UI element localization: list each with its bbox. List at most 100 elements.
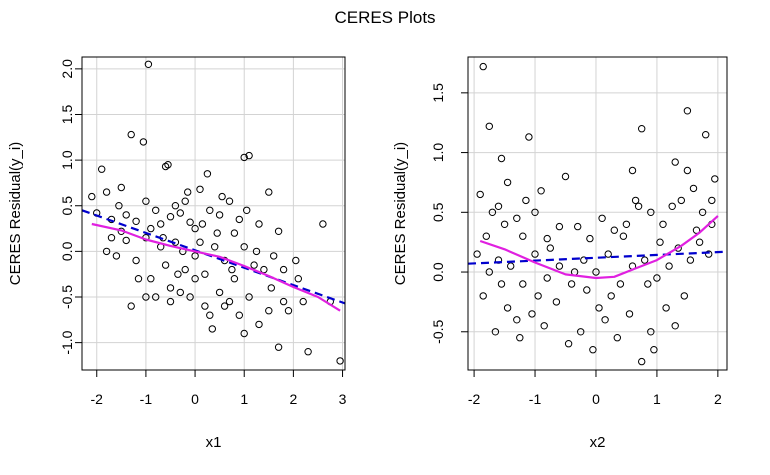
- data-point: [218, 192, 226, 201]
- data-point: [127, 130, 135, 139]
- data-point: [255, 320, 263, 329]
- data-point: [507, 262, 515, 270]
- data-point: [201, 302, 209, 310]
- data-point: [668, 202, 676, 211]
- data-point: [220, 302, 229, 310]
- data-point: [265, 307, 273, 315]
- data-point: [616, 280, 625, 288]
- data-point: [555, 262, 564, 270]
- data-point: [152, 206, 160, 215]
- data-point: [181, 265, 189, 274]
- data-point: [206, 206, 214, 215]
- y-tick-label: 1.5: [430, 83, 446, 103]
- data-point: [166, 284, 175, 292]
- data-point: [479, 292, 487, 300]
- data-point: [534, 292, 542, 300]
- data-point: [132, 217, 140, 226]
- data-point: [235, 215, 244, 224]
- x-axis-title: x1: [206, 434, 222, 451]
- data-point: [174, 270, 182, 278]
- data-point: [622, 220, 631, 229]
- data-point: [543, 234, 551, 243]
- data-point: [88, 192, 96, 201]
- linear-fit-line: [467, 250, 728, 265]
- y-tick-label: 0.0: [59, 241, 75, 261]
- data-point: [171, 202, 180, 210]
- x-tick-label: 2: [289, 391, 297, 407]
- data-point: [157, 220, 165, 228]
- data-point: [240, 329, 248, 338]
- data-point: [127, 302, 135, 310]
- data-point: [604, 250, 612, 258]
- data-point: [243, 206, 251, 215]
- data-point: [503, 304, 512, 312]
- data-point: [102, 247, 111, 256]
- data-point: [634, 202, 643, 211]
- data-point: [537, 187, 545, 195]
- data-point: [546, 244, 554, 252]
- data-point: [267, 284, 275, 292]
- data-point: [613, 334, 621, 342]
- data-point: [610, 226, 618, 234]
- x-axis-title: x2: [590, 434, 606, 451]
- data-point: [274, 227, 283, 236]
- data-point: [196, 185, 204, 194]
- data-point: [274, 343, 283, 351]
- data-point: [525, 133, 533, 141]
- data-point: [161, 261, 170, 269]
- data-point: [294, 275, 302, 283]
- data-point: [519, 232, 527, 240]
- data-point: [206, 311, 214, 319]
- data-point: [659, 220, 667, 229]
- data-point: [671, 322, 679, 330]
- data-point: [191, 224, 199, 233]
- data-point: [625, 310, 634, 318]
- data-point: [513, 316, 521, 324]
- data-point: [166, 213, 175, 221]
- data-point: [662, 304, 670, 312]
- data-point: [142, 197, 150, 205]
- data-point: [598, 214, 606, 223]
- y-tick-label: -1.0: [59, 330, 75, 354]
- data-point: [519, 280, 527, 288]
- plot-frame: [81, 56, 346, 371]
- data-point: [628, 166, 637, 175]
- data-point: [476, 190, 484, 199]
- data-point: [702, 131, 710, 139]
- data-point: [279, 297, 288, 306]
- data-point: [647, 208, 655, 217]
- data-point: [692, 226, 701, 234]
- data-point: [245, 151, 253, 160]
- data-point: [260, 265, 268, 274]
- x-tick-label: 2: [714, 391, 722, 407]
- data-point: [230, 275, 239, 283]
- data-point: [674, 244, 682, 252]
- data-point: [698, 208, 707, 217]
- x-tick-label: 0: [191, 391, 199, 407]
- data-point: [531, 250, 539, 258]
- data-point: [631, 196, 640, 205]
- data-point: [98, 165, 106, 173]
- data-point: [117, 183, 126, 192]
- data-point: [479, 62, 487, 71]
- data-point: [115, 202, 123, 210]
- smooth-fit-line: [91, 222, 341, 312]
- data-point: [686, 256, 695, 264]
- data-point: [653, 274, 661, 282]
- data-point: [139, 138, 148, 146]
- plot-frame: [467, 56, 728, 371]
- data-point: [164, 161, 172, 169]
- smooth-fit-line: [479, 215, 719, 280]
- data-point: [555, 222, 564, 231]
- plot-panel-x2: -2 -1 0 1 2 -0.5 0.0 0.5 1.0 1.5 x2 CERES Residual(…: [392, 56, 728, 451]
- data-point: [198, 220, 207, 228]
- data-point: [144, 60, 153, 69]
- data-point: [191, 252, 199, 260]
- data-point: [228, 265, 236, 274]
- data-point: [589, 346, 597, 354]
- data-point: [230, 229, 239, 237]
- data-point: [284, 307, 293, 315]
- x-tick-label: 0: [592, 391, 600, 407]
- data-point: [497, 280, 506, 288]
- y-axis-title: CERES Residual(y_i): [392, 142, 409, 285]
